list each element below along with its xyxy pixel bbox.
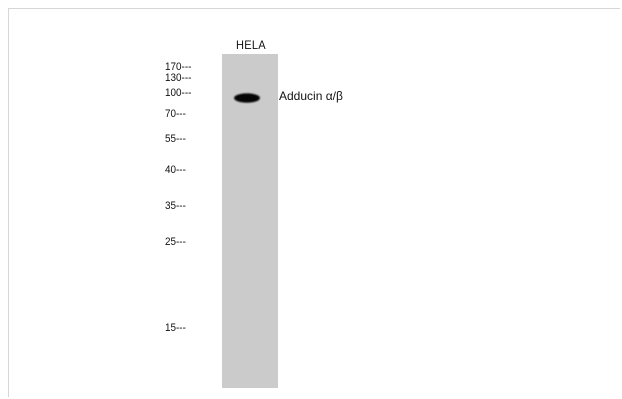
protein-band-core (236, 94, 258, 102)
marker-130: 130--- (165, 72, 192, 84)
image-frame (8, 8, 620, 397)
lane-label: HELA (236, 38, 266, 52)
marker-55: 55--- (165, 133, 186, 145)
band-label: Adducin α/β (279, 89, 343, 103)
marker-35: 35--- (165, 200, 186, 212)
marker-100: 100--- (165, 87, 192, 99)
marker-40: 40--- (165, 164, 186, 176)
gel-lane (222, 54, 278, 388)
marker-15: 15--- (165, 322, 186, 334)
marker-170: 170--- (165, 61, 192, 73)
marker-70: 70--- (165, 108, 186, 120)
marker-25: 25--- (165, 236, 186, 248)
